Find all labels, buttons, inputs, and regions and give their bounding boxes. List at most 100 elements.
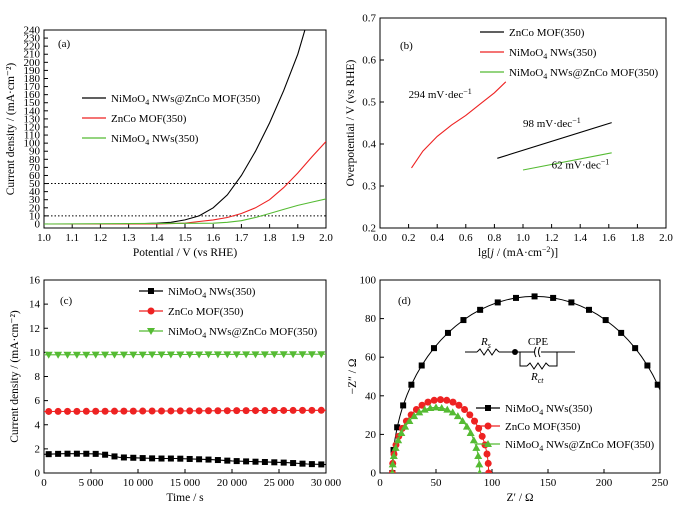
y-axis-label: Current density / (mA·cm⁻²) (9, 310, 21, 443)
marker-triangle (415, 408, 424, 416)
marker-circle (101, 407, 109, 415)
y-tick-label: 40 (29, 186, 41, 198)
marker-square (318, 461, 325, 468)
marker-square (64, 450, 71, 457)
marker-square (149, 455, 156, 462)
marker-square (224, 457, 231, 464)
marker-triangle-down (91, 351, 100, 359)
marker-square (299, 460, 306, 467)
marker-square (205, 456, 212, 463)
panel-label: (a) (58, 38, 71, 50)
marker-triangle (405, 416, 414, 424)
marker-square (654, 381, 660, 388)
y-tick-label: 40 (365, 390, 377, 402)
equivalent-circuit: Rs CPE Rct (465, 336, 575, 385)
x-tick-label: 1.0 (516, 232, 530, 244)
y-tick-label: 0 (35, 218, 41, 230)
y-axis-label: Current density / (mA·cm⁻²) (5, 63, 17, 196)
marker-circle (485, 469, 493, 473)
marker-circle (418, 401, 426, 409)
marker-square (400, 402, 407, 409)
y-tick-label: 0.4 (362, 139, 376, 151)
y-tick-label: 60 (365, 352, 377, 364)
marker-triangle (453, 412, 462, 420)
y-tick-label: 0.2 (362, 223, 376, 235)
marker-square (585, 306, 592, 313)
y-tick-label: 6 (35, 395, 41, 407)
y-tick-label: 8 (35, 371, 41, 383)
wire (519, 352, 527, 367)
marker-triangle (397, 429, 406, 437)
marker-circle (148, 407, 156, 415)
y-tick-label: 0.5 (362, 97, 376, 109)
marker-square (92, 450, 99, 457)
marker-triangle-down (54, 351, 63, 359)
marker-circle (289, 406, 297, 414)
marker-circle (466, 411, 474, 419)
marker-triangle (448, 408, 457, 416)
x-tick-label: 0 (377, 477, 383, 489)
y-tick-label: 150 (24, 97, 41, 109)
marker-triangle (394, 436, 403, 444)
y-tick-label: 50 (29, 178, 41, 190)
marker-triangle-down (251, 351, 260, 359)
legend-entry: NiMoO4 NWs@ZnCo MOF(350) (505, 439, 655, 453)
marker-square (460, 317, 467, 324)
x-tick-label: 30 000 (311, 477, 342, 489)
y-tick-label: 30 (29, 194, 41, 206)
legend-entry: ZnCo MOF(350) (505, 421, 581, 433)
marker-triangle (458, 416, 467, 424)
marker-circle (261, 407, 269, 415)
marker-square (485, 405, 491, 411)
slope-annotation: 294 mV·dec−1 (409, 87, 472, 101)
marker-circle (92, 407, 100, 415)
panel-label: (c) (60, 295, 73, 307)
y-tick-label: 120 (24, 121, 41, 133)
marker-square (45, 451, 52, 458)
marker-circle (483, 450, 491, 458)
marker-circle (223, 407, 231, 415)
marker-triangle-down (148, 351, 157, 359)
marker-triangle-down (242, 351, 251, 359)
marker-square (252, 458, 259, 465)
x-tick-label: 0.8 (488, 232, 502, 244)
marker-triangle-down (289, 351, 298, 359)
marker-triangle-down (63, 351, 72, 359)
marker-circle (186, 407, 194, 415)
x-tick-label: 20 000 (217, 477, 248, 489)
marker-triangle (475, 460, 484, 468)
x-tick-label: 10 000 (123, 477, 154, 489)
series-line (522, 152, 612, 171)
panel-label: (d) (398, 295, 411, 307)
marker-circle (54, 407, 62, 415)
circuit-label-rs: Rs (480, 336, 491, 350)
y-tick-label: 0.3 (362, 181, 376, 193)
legend-entry: NiMoO4 NWs@ZnCo MOF(350) (111, 93, 261, 107)
marker-triangle-down (195, 351, 204, 359)
marker-triangle (474, 452, 483, 460)
y-tick-label: 180 (24, 73, 41, 85)
marker-triangle-down (101, 351, 110, 359)
x-tick-label: 1.4 (150, 232, 164, 244)
marker-triangle (469, 436, 478, 444)
marker-triangle-down (260, 351, 269, 359)
marker-circle (436, 396, 444, 404)
marker-square (186, 455, 193, 462)
marker-triangle-down (307, 351, 316, 359)
marker-triangle-down (317, 351, 326, 359)
marker-square (632, 345, 639, 352)
marker-triangle-down (119, 351, 128, 359)
marker-square (408, 381, 415, 388)
legend-entry: NiMoO4 NWs(350) (505, 403, 593, 417)
marker-triangle-down (129, 351, 138, 359)
marker-square (102, 451, 109, 458)
y-tick-label: 0 (35, 468, 41, 480)
x-tick-label: 1.1 (65, 232, 79, 244)
marker-circle (299, 406, 306, 414)
series-markers (388, 403, 484, 473)
plot-frame (379, 279, 661, 474)
marker-triangle-down (176, 351, 185, 359)
marker-square (512, 294, 519, 301)
marker-square (73, 450, 80, 457)
marker-circle (64, 407, 71, 415)
